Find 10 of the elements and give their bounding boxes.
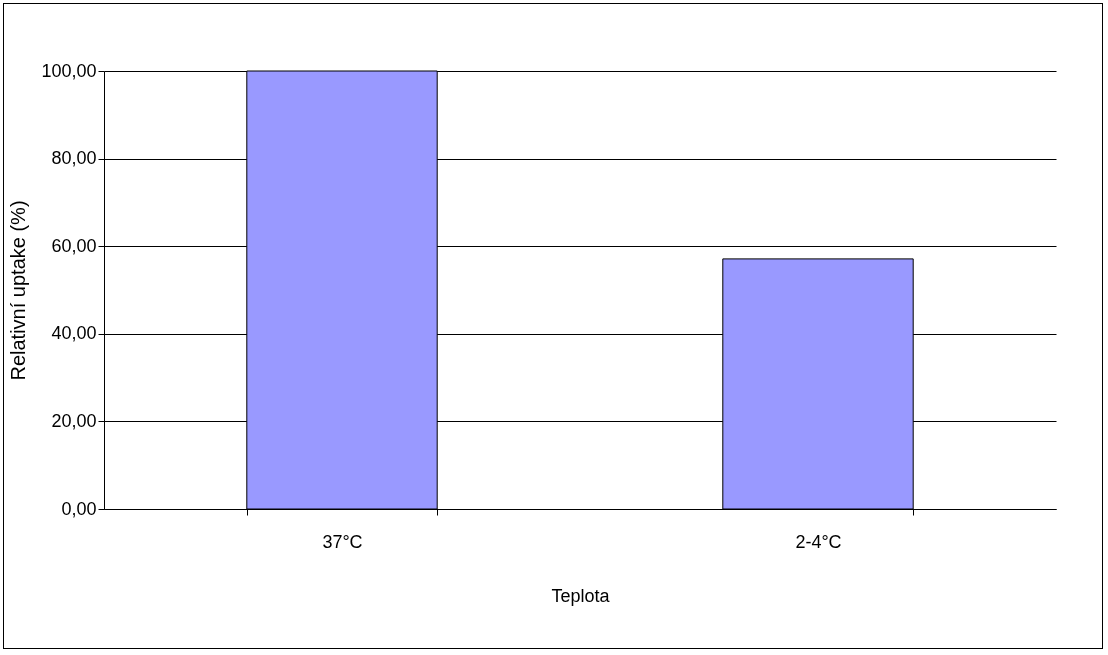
y-tick-label: 80,00 xyxy=(51,148,97,169)
y-tick-label: 0,00 xyxy=(61,498,97,519)
y-tick-label: 100,00 xyxy=(41,60,97,81)
y-tick-label: 20,00 xyxy=(51,410,97,431)
x-tick-label: 2-4°C xyxy=(795,531,842,552)
y-axis-title: Relativní uptake (%) xyxy=(7,200,30,381)
y-tick-label: 60,00 xyxy=(51,235,97,256)
x-tick-label: 37°C xyxy=(322,531,363,552)
y-tick-label: 40,00 xyxy=(51,323,97,344)
x-axis-title: Teplota xyxy=(551,585,611,606)
